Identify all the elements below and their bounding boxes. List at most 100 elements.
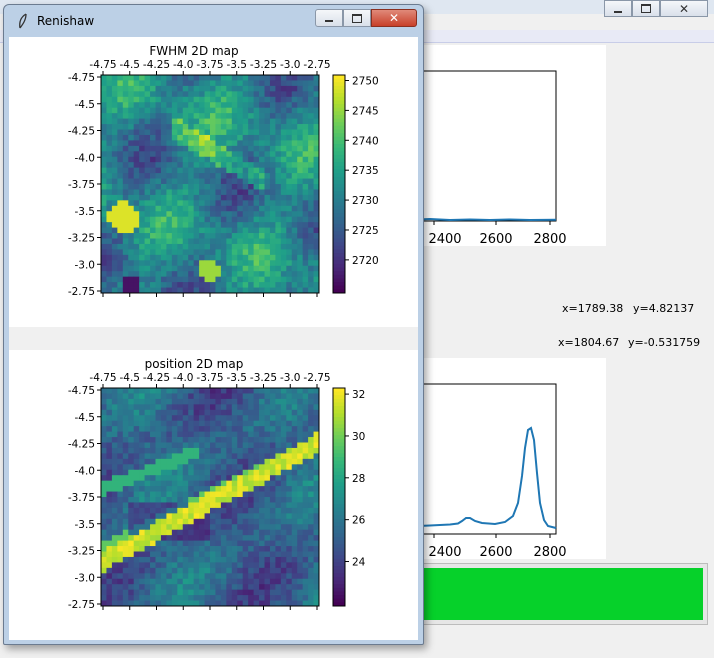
- heatmap-cell: [204, 535, 211, 541]
- heatmap-cell: [210, 211, 216, 218]
- colorbar-segment: [333, 205, 345, 210]
- heatmap-cell: [220, 524, 227, 531]
- heatmap-cell: [199, 184, 205, 190]
- heatmap-cell: [286, 107, 293, 114]
- heatmap-cell: [253, 173, 260, 179]
- heatmap-cell: [166, 518, 173, 525]
- heatmap-cell: [155, 464, 162, 471]
- heatmap-cell: [204, 222, 211, 228]
- heatmap-cell: [291, 113, 298, 119]
- bg-close-button[interactable]: ✕: [660, 0, 708, 17]
- heatmap-cell: [248, 529, 254, 536]
- heatmap-cell: [237, 85, 244, 92]
- heatmap-cell: [291, 265, 298, 272]
- heatmap-cell: [160, 151, 167, 158]
- heatmap-cell: [150, 486, 156, 492]
- heatmap-cell: [144, 167, 151, 174]
- heatmap-cell: [182, 420, 189, 427]
- heatmap-cell: [231, 200, 238, 207]
- heatmap-cell: [204, 497, 211, 503]
- heatmap-cell: [302, 556, 309, 563]
- heatmap-cell: [188, 464, 195, 471]
- heatmap-cell: [237, 271, 244, 278]
- heatmap-cell: [106, 227, 113, 234]
- renishaw-title-bar[interactable]: Renishaw ✕: [4, 5, 423, 35]
- heatmap-cell: [275, 129, 282, 136]
- heatmap-cell: [264, 129, 271, 136]
- heatmap-cell: [122, 118, 129, 125]
- heatmap-cell: [155, 513, 162, 520]
- heatmap-cell: [155, 404, 162, 411]
- heatmap-cell: [275, 562, 282, 569]
- heatmap-cell: [182, 415, 189, 422]
- heatmap-cell: [166, 254, 173, 261]
- heatmap-cell: [166, 85, 173, 92]
- heatmap-cell: [313, 595, 320, 601]
- heatmap-cell: [166, 388, 173, 394]
- heatmap-cell: [210, 442, 216, 449]
- heatmap-cell: [302, 595, 309, 601]
- heatmap-cell: [171, 178, 178, 185]
- heatmap-cell: [166, 80, 173, 87]
- heatmap-cell: [269, 124, 276, 130]
- heatmap-cell: [106, 91, 113, 98]
- colorbar-segment: [333, 558, 345, 563]
- heatmap-cell: [111, 546, 118, 552]
- heatmap-cell: [101, 249, 107, 256]
- heatmap-cell: [297, 486, 304, 492]
- heatmap-cell: [101, 178, 107, 185]
- heatmap-cell: [177, 134, 184, 141]
- heatmap-cell: [286, 420, 293, 427]
- heatmap-cell: [215, 556, 222, 563]
- heatmap-cell: [264, 124, 271, 130]
- heatmap-cell: [111, 426, 118, 432]
- heatmap-cell: [275, 437, 282, 443]
- heatmap-cell: [155, 178, 162, 185]
- maximize-button[interactable]: [343, 9, 371, 27]
- heatmap-cell: [193, 551, 200, 558]
- bg-minimize-button[interactable]: [604, 0, 632, 17]
- heatmap-cell: [177, 287, 184, 294]
- heatmap-cell: [122, 238, 129, 245]
- heatmap-cell: [313, 475, 320, 482]
- heatmap-cell: [160, 415, 167, 422]
- heatmap-cell: [264, 573, 271, 580]
- heatmap-cell: [231, 254, 238, 261]
- heatmap-cell: [199, 393, 205, 400]
- heatmap-cell: [199, 118, 205, 125]
- minimize-button[interactable]: [315, 9, 343, 27]
- close-button[interactable]: ✕: [371, 9, 417, 27]
- heatmap-cell: [291, 578, 298, 585]
- heatmap-cell: [264, 156, 271, 163]
- heatmap-cell: [297, 85, 304, 92]
- heatmap-cell: [210, 513, 216, 520]
- heatmap-cell: [291, 453, 298, 460]
- bg-maximize-button[interactable]: [632, 0, 660, 17]
- heatmap-cell: [253, 491, 260, 498]
- colorbar-segment: [333, 89, 345, 94]
- heatmap-cell: [280, 254, 287, 261]
- heatmap-cell: [128, 469, 135, 476]
- heatmap-cell: [188, 260, 195, 267]
- heatmap-cell: [204, 415, 211, 422]
- heatmap-cell: [117, 415, 124, 422]
- heatmap-cell: [101, 282, 107, 288]
- heatmap-cell: [122, 431, 129, 438]
- heatmap-cell: [139, 129, 145, 136]
- heatmap-cell: [275, 222, 282, 228]
- heatmap-cell: [188, 91, 195, 98]
- heatmap-cell: [193, 453, 200, 460]
- heatmap-cell: [275, 578, 282, 585]
- heatmap-cell: [139, 442, 145, 449]
- heatmap-cell: [231, 388, 238, 394]
- heatmap-cell: [122, 249, 129, 256]
- colorbar-segment: [333, 409, 345, 414]
- heatmap-cell: [280, 216, 287, 223]
- heatmap-cell: [280, 393, 287, 400]
- heatmap-cell: [150, 529, 156, 536]
- heatmap-cell: [160, 398, 167, 405]
- heatmap-cell: [139, 233, 145, 239]
- heatmap-cell: [297, 393, 304, 400]
- heatmap-cell: [215, 507, 222, 514]
- x-tick-label: -4.25: [143, 372, 170, 384]
